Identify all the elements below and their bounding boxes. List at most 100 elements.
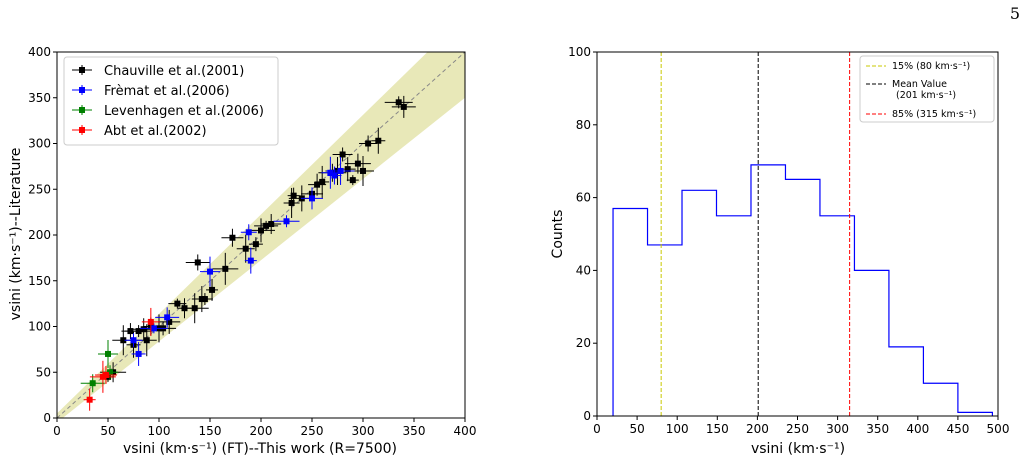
legend-label: 15% (80 km·s⁻¹)	[892, 61, 970, 72]
point-marker	[339, 151, 346, 158]
data-point	[94, 365, 117, 384]
data-point	[346, 175, 359, 186]
x-tick-label: 350	[866, 422, 889, 436]
x-tick-label: 250	[301, 424, 324, 438]
point-marker	[319, 178, 326, 185]
point-marker	[245, 229, 252, 236]
scatter-chart: 0 50 100 150 200 250 300 350 400 0 50 100 150 200 250…	[8, 45, 476, 457]
x-tick-label: 200	[250, 424, 273, 438]
y-tick-label: 400	[28, 45, 51, 59]
x-tick-label: 0	[593, 422, 601, 436]
point-marker	[209, 286, 216, 293]
data-point	[83, 388, 96, 411]
y-tick-label: 200	[28, 228, 51, 242]
data-point	[326, 156, 355, 185]
point-marker	[120, 337, 127, 344]
point-marker	[331, 172, 338, 179]
data-point	[327, 166, 342, 185]
data-point	[131, 341, 146, 366]
point-marker	[395, 99, 402, 106]
data-point	[371, 127, 386, 154]
legend-label: Frèmat et al.(2006)	[104, 84, 230, 99]
point-marker	[229, 234, 236, 241]
legend-marker	[79, 107, 85, 113]
point-marker	[309, 195, 315, 202]
y-tick-label: 250	[28, 182, 51, 196]
data-point	[196, 293, 213, 306]
point-marker	[207, 268, 213, 275]
point-marker	[147, 318, 154, 325]
data-point	[139, 323, 168, 334]
point-marker	[375, 137, 382, 144]
x-axis-ticks: 0 50 100 150 200 250 300 350 400	[53, 418, 476, 438]
legend-label: Mean Value	[892, 79, 947, 90]
data-point	[185, 254, 210, 271]
point-marker	[258, 227, 264, 234]
data-point	[344, 153, 371, 174]
point-marker	[164, 314, 171, 321]
reference-lines	[660, 52, 851, 416]
legend-entry: 15% (80 km·s⁻¹)	[866, 61, 970, 72]
point-marker	[365, 140, 372, 147]
legend-marker	[79, 87, 85, 93]
y-axis-ticks: 0 20 40 60 80 100	[568, 45, 597, 423]
data-point	[248, 237, 263, 252]
point-marker	[288, 199, 295, 206]
legend-entry: 85% (315 km·s⁻¹)	[866, 109, 976, 120]
data-point	[141, 307, 160, 336]
data-point	[155, 307, 180, 328]
data-point	[352, 155, 374, 186]
y-tick-label: 50	[36, 365, 51, 379]
x-tick-label: 400	[454, 424, 477, 438]
x-tick-label: 150	[706, 422, 729, 436]
data-point	[124, 333, 143, 348]
data-points	[80, 95, 416, 411]
x-tick-label: 300	[826, 422, 849, 436]
data-point	[158, 309, 181, 334]
point-marker	[107, 369, 114, 376]
legend: Chauville et al.(2001) Frèmat et al.(2006…	[63, 56, 279, 146]
data-point	[301, 187, 323, 210]
legend-entry: Levenhagen et al.(2006)	[72, 104, 264, 119]
point-marker	[174, 300, 181, 307]
x-axis-label: vsini (km·s⁻¹) (FT)--This work (R=7500)	[123, 441, 397, 457]
x-tick-label: 300	[352, 424, 375, 438]
legend-label-line2: (201 km·s⁻¹)	[896, 90, 956, 101]
data-point	[240, 224, 257, 241]
x-tick-label: 250	[786, 422, 809, 436]
y-tick-label: 0	[583, 409, 591, 423]
legend-box	[859, 55, 995, 123]
legend-marker	[79, 67, 85, 73]
x-tick-label: 100	[666, 422, 689, 436]
point-marker	[191, 305, 198, 312]
data-point	[332, 147, 353, 162]
legend-label: Levenhagen et al.(2006)	[104, 104, 264, 119]
x-axis-label: vsini (km·s⁻¹)	[751, 441, 845, 457]
y-tick-label: 350	[28, 91, 51, 105]
point-marker	[247, 257, 254, 264]
legend-label: 85% (315 km·s⁻¹)	[892, 109, 976, 120]
legend-label: Abt et al.(2002)	[104, 124, 207, 139]
point-marker	[99, 373, 106, 380]
y-tick-label: 150	[28, 274, 51, 288]
data-point	[221, 228, 244, 247]
point-marker	[290, 192, 297, 199]
data-point	[206, 278, 219, 301]
legend: 15% (80 km·s⁻¹) Mean Value(201 km·s⁻¹) 85%…	[859, 55, 995, 123]
data-point	[124, 325, 153, 338]
data-point	[273, 215, 300, 228]
point-marker	[344, 166, 351, 173]
data-point	[89, 360, 116, 393]
point-marker	[268, 221, 275, 228]
data-point	[315, 165, 330, 198]
x-tick-label: 100	[148, 424, 171, 438]
point-marker	[201, 296, 208, 303]
point-marker	[135, 350, 142, 357]
point-marker	[140, 326, 147, 333]
point-marker	[242, 245, 249, 252]
point-marker	[283, 218, 290, 225]
legend-entry: Abt et al.(2002)	[72, 124, 207, 139]
point-marker	[400, 103, 407, 110]
data-point	[200, 256, 220, 287]
data-point	[212, 252, 239, 285]
